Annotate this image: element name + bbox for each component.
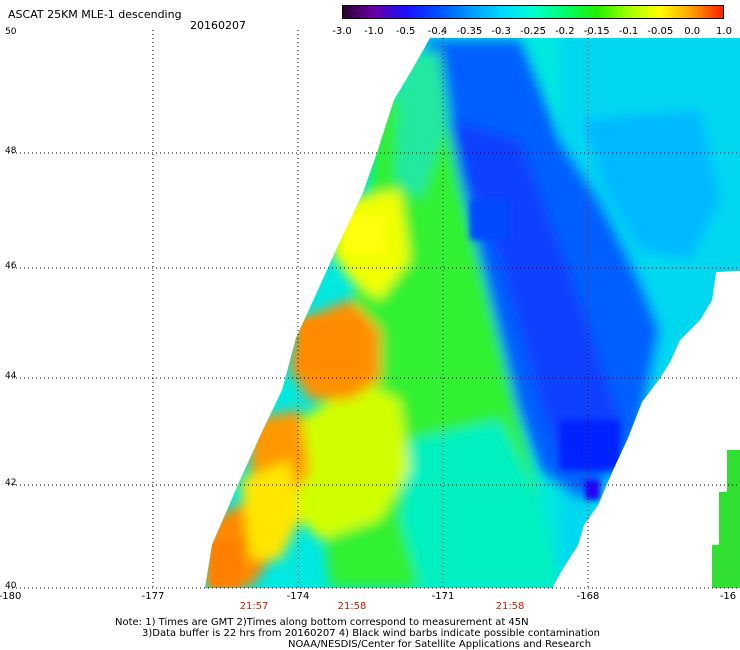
colorbar (342, 5, 724, 19)
map-title: ASCAT 25KM MLE-1 descending (8, 8, 182, 21)
credit-line: NOAA/NESDIS/Center for Satellite Applica… (288, 639, 592, 650)
colorbar-label: -0.3 (491, 26, 511, 37)
lon-label: -174 (286, 591, 310, 602)
colorbar-label: -0.15 (583, 26, 610, 37)
lon-label: -177 (141, 591, 165, 602)
footnotes: Note: 1) Times are GMT 2)Times along bot… (115, 617, 600, 650)
colorbar-label: -0.2 (555, 26, 575, 37)
lon-label: -180 (0, 591, 22, 602)
time-label: 21:57 (239, 601, 269, 612)
colorbar-label: -0.5 (395, 26, 416, 37)
colorbar-label: 0.0 (684, 26, 701, 37)
lat-label: 44 (5, 371, 17, 381)
colorbar-label: -0.05 (647, 26, 674, 37)
colorbar-label: -0.25 (520, 26, 546, 37)
colorbar-label: 1.0 (716, 26, 732, 37)
note-line-2: 3)Data buffer is 22 hrs from 20160207 4)… (142, 628, 600, 639)
note-line-1: Note: 1) Times are GMT 2)Times along bot… (115, 617, 529, 628)
map-date: 20160207 (190, 19, 246, 32)
lat-label: 48 (5, 146, 17, 156)
swath-field (205, 38, 740, 588)
graticule (8, 30, 740, 589)
colorbar-label: -0.4 (427, 26, 448, 37)
lat-label: 50 (5, 27, 17, 37)
lat-label: 46 (5, 261, 17, 271)
colorbar-label: -1.0 (364, 26, 384, 37)
lon-label: -171 (431, 591, 455, 602)
edge-swath (712, 450, 740, 588)
time-label: 21:58 (337, 601, 367, 612)
colorbar-labels: -3.0 -1.0 -0.5 -0.4 -0.35 -0.3 -0.25 -0.… (0, 26, 740, 40)
time-label: 21:58 (495, 601, 525, 612)
lon-label: -16 (719, 591, 737, 602)
lat-label: 40 (5, 581, 17, 591)
lat-label: 42 (5, 478, 17, 488)
lon-label: -168 (576, 591, 600, 602)
colorbar-label: -3.0 (332, 26, 352, 37)
colorbar-label: -0.1 (618, 26, 639, 37)
colorbar-label: -0.35 (456, 26, 483, 37)
